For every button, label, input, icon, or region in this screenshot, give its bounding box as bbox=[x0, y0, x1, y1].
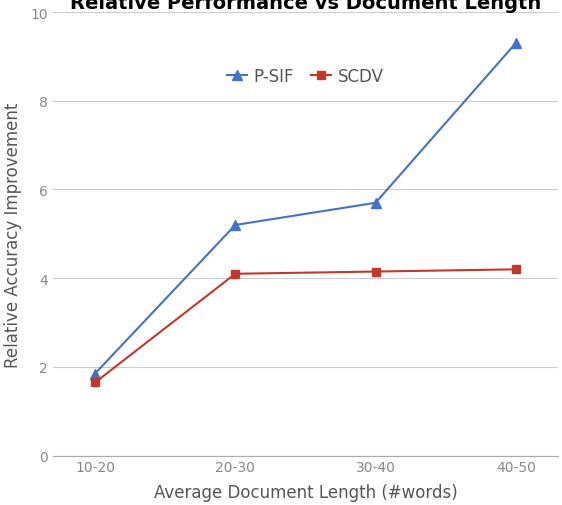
Line: P-SIF: P-SIF bbox=[90, 39, 520, 379]
P-SIF bbox=[92, 371, 98, 377]
SCDV bbox=[232, 271, 239, 277]
X-axis label: Average Document Length (#words): Average Document Length (#words) bbox=[153, 483, 457, 501]
Title: Relative Performance vs Document Length: Relative Performance vs Document Length bbox=[70, 0, 541, 13]
SCDV bbox=[372, 269, 379, 275]
Y-axis label: Relative Accuracy Improvement: Relative Accuracy Improvement bbox=[4, 102, 22, 367]
P-SIF bbox=[513, 41, 519, 47]
SCDV bbox=[513, 267, 519, 273]
SCDV bbox=[92, 380, 98, 386]
Legend: P-SIF, SCDV: P-SIF, SCDV bbox=[220, 61, 391, 92]
Line: SCDV: SCDV bbox=[91, 266, 520, 387]
P-SIF bbox=[232, 223, 239, 229]
P-SIF bbox=[372, 200, 379, 207]
